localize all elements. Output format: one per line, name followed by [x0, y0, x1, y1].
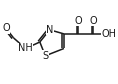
Text: NH: NH	[18, 44, 33, 54]
Text: S: S	[42, 51, 48, 61]
Text: N: N	[46, 25, 53, 35]
Text: OH: OH	[101, 29, 116, 39]
Text: O: O	[90, 16, 97, 26]
Text: O: O	[74, 16, 82, 26]
Text: O: O	[2, 23, 10, 33]
